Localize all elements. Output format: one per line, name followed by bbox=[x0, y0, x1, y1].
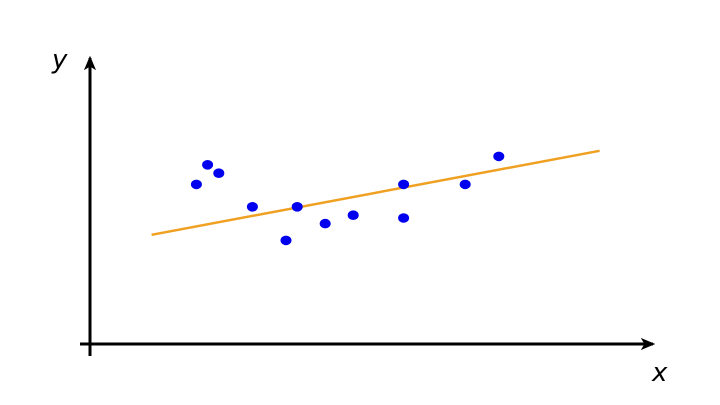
data-point bbox=[319, 218, 331, 229]
data-point bbox=[459, 179, 471, 190]
data-points bbox=[190, 151, 505, 246]
data-point bbox=[280, 235, 292, 246]
data-point bbox=[213, 168, 225, 178]
data-point bbox=[291, 202, 303, 212]
data-point bbox=[493, 151, 505, 162]
x-axis-label: x bbox=[651, 358, 668, 388]
data-point bbox=[202, 160, 214, 170]
trend-line bbox=[151, 149, 600, 237]
data-point bbox=[398, 213, 410, 223]
y-axis-label: y bbox=[51, 45, 68, 75]
data-point bbox=[347, 210, 359, 220]
data-point bbox=[190, 179, 202, 190]
data-point bbox=[398, 179, 410, 190]
data-point bbox=[246, 202, 258, 212]
